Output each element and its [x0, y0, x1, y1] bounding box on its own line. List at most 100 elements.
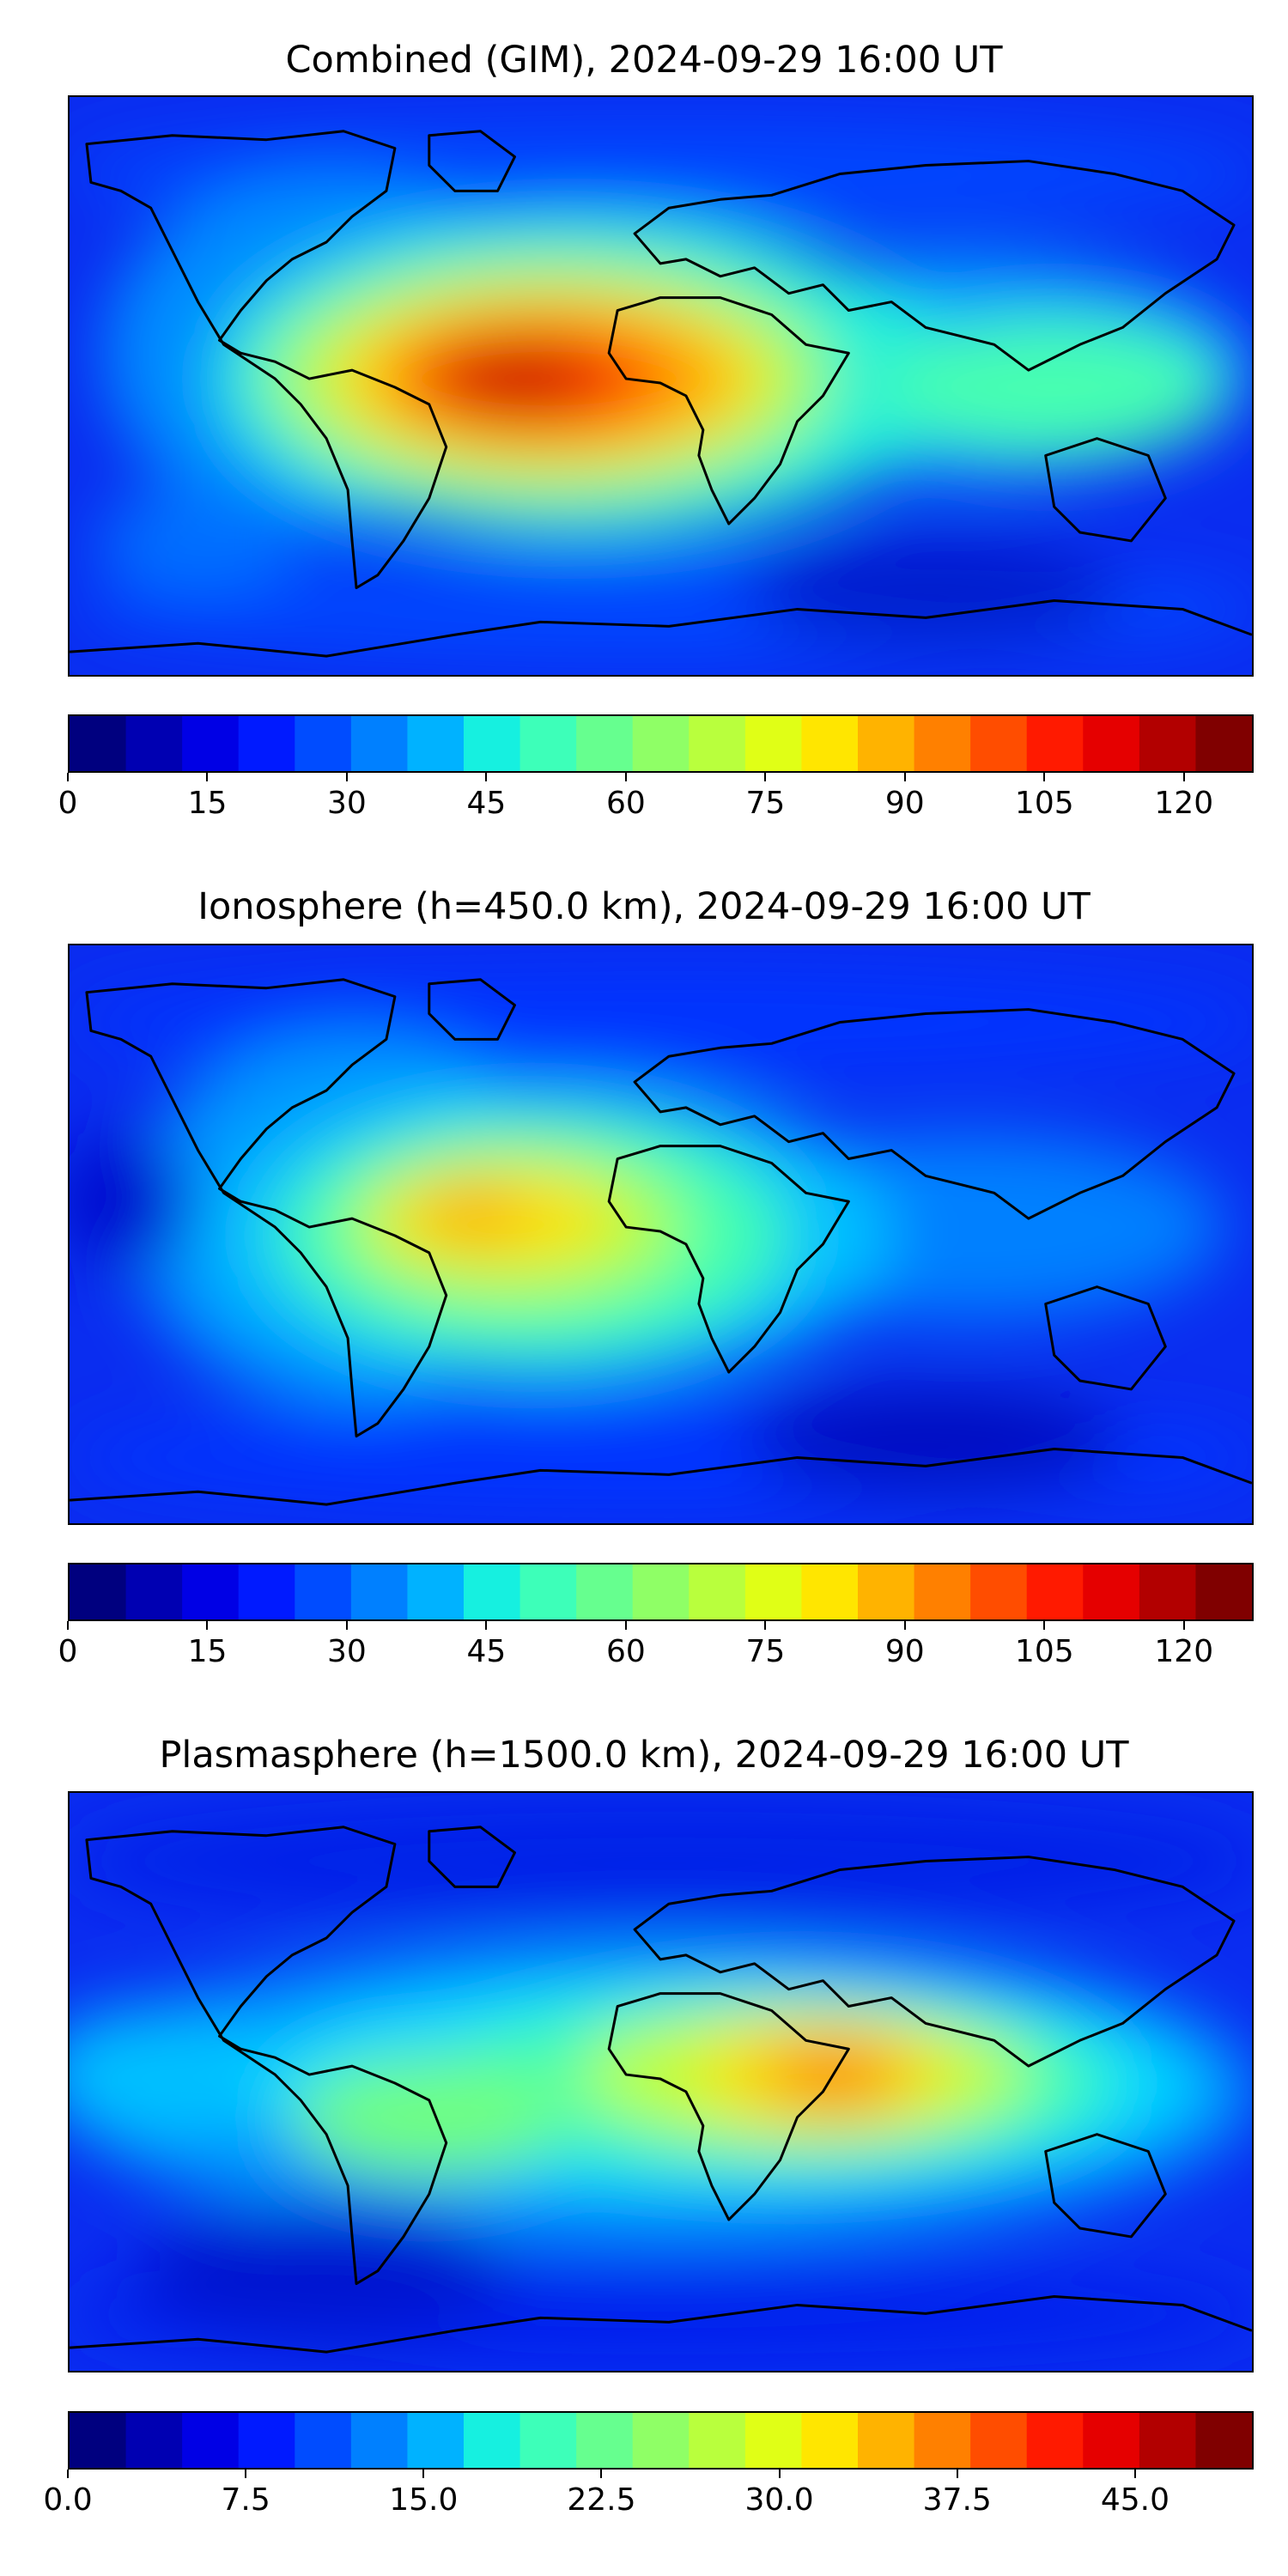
colorbar-bin	[801, 1564, 859, 1619]
colorbar-tick-label: 0	[58, 786, 78, 821]
tec-field	[70, 122, 1252, 661]
colorbar-bin	[1139, 2413, 1197, 2468]
colorbar-bin	[1139, 1564, 1197, 1619]
colorbar-bin	[182, 716, 240, 771]
colorbar-svg	[70, 2413, 1252, 2468]
colorbar-bin	[1026, 716, 1084, 771]
colorbar-tick	[624, 1621, 627, 1630]
colorbar-tick-label: 30.0	[744, 2482, 814, 2518]
colorbar-bin	[464, 716, 521, 771]
colorbar-bin	[970, 716, 1028, 771]
colorbar-tick	[345, 1621, 348, 1630]
colorbar-bin	[1195, 1564, 1252, 1619]
colorbar-bin	[70, 1564, 127, 1619]
colorbar-tick	[1182, 773, 1185, 781]
colorbar-svg	[70, 1564, 1252, 1619]
coastlines	[70, 1826, 1252, 2354]
panel-title: Combined (GIM), 2024-09-29 16:00 UT	[285, 39, 1003, 82]
colorbar-tick-label: 15	[187, 786, 228, 821]
colorbar-bin	[858, 1564, 915, 1619]
tec-map-combined	[68, 95, 1254, 677]
colorbar-tick-label: 45.0	[1100, 2482, 1170, 2518]
colorbar-tick-label: 90	[884, 1634, 925, 1669]
colorbar-bin	[182, 2413, 240, 2468]
colorbar-bin	[238, 2413, 295, 2468]
colorbar-bin	[914, 1564, 971, 1619]
colorbar-tick-label: 75	[745, 1634, 786, 1669]
colorbar-bin	[744, 716, 803, 771]
colorbar-bin	[1195, 716, 1252, 771]
colorbar-ticks: 0 15 30 45 60 75 90 105 120	[58, 1621, 1254, 1673]
colorbar-tick-label: 60	[605, 1634, 646, 1669]
colorbar-bin	[914, 2413, 971, 2468]
colorbar-bin	[125, 1564, 183, 1619]
colorbar-bin	[632, 1564, 690, 1619]
colorbar-bin	[464, 1564, 521, 1619]
colorbar-bin	[1195, 2413, 1252, 2468]
colorbar-bin	[1026, 2413, 1084, 2468]
colorbar-tick	[600, 2470, 603, 2478]
colorbar-bin	[744, 1564, 803, 1619]
colorbar-tick	[624, 773, 627, 781]
colorbar-bin	[295, 716, 352, 771]
coastlines	[70, 978, 1252, 1506]
colorbar-tick	[67, 2470, 69, 2478]
colorbar-bin	[407, 1564, 465, 1619]
colorbar-bin	[407, 716, 465, 771]
map-canvas	[70, 97, 1252, 675]
colorbar-tick-label: 45	[466, 786, 507, 821]
colorbar-tick	[764, 773, 767, 781]
colorbar-bin	[689, 1564, 746, 1619]
colorbar-tick-label: 15.0	[389, 2482, 459, 2518]
colorbar-bin	[858, 2413, 915, 2468]
tec-field	[70, 970, 1252, 1510]
colorbar-tick	[1182, 1621, 1185, 1630]
colorbar-tick	[1133, 2470, 1136, 2478]
colorbar-bin	[744, 2413, 803, 2468]
colorbar-tick	[67, 1621, 69, 1630]
colorbar-tick	[206, 773, 209, 781]
colorbar-tick	[206, 1621, 209, 1630]
colorbar-tick	[67, 773, 69, 781]
colorbar-tick-label: 7.5	[221, 2482, 270, 2518]
colorbar-bin	[1026, 1564, 1084, 1619]
colorbar-bin	[70, 716, 127, 771]
colorbar-bin	[1083, 716, 1140, 771]
colorbar-tick	[1043, 773, 1046, 781]
colorbar-tick-label: 75	[745, 786, 786, 821]
colorbar-bin	[238, 716, 295, 771]
colorbar-ticks: 0 15 30 45 60 75 90 105 120	[58, 773, 1254, 824]
colorbar-bin	[801, 716, 859, 771]
colorbar-bin	[182, 1564, 240, 1619]
colorbar-bin	[125, 716, 183, 771]
colorbar-bin	[632, 2413, 690, 2468]
colorbar-bin	[350, 2413, 409, 2468]
map-canvas	[70, 945, 1252, 1523]
colorbar-bin	[1139, 716, 1197, 771]
colorbar-tick	[1043, 1621, 1046, 1630]
tec-map-plasmasphere	[68, 1791, 1254, 2372]
colorbar-tick-label: 30	[327, 786, 367, 821]
colorbar-bin	[519, 2413, 577, 2468]
colorbar-bin	[576, 2413, 634, 2468]
colorbar-bin	[576, 716, 634, 771]
colorbar-tick	[345, 773, 348, 781]
colorbar-bin	[519, 1564, 577, 1619]
colorbar-tick	[485, 1621, 488, 1630]
colorbar-bin	[295, 1564, 352, 1619]
colorbar-bin	[295, 2413, 352, 2468]
colorbar-tick-label: 120	[1154, 786, 1214, 821]
colorbar-bin	[350, 716, 409, 771]
colorbar-tick	[245, 2470, 247, 2478]
tec-map-ionosphere	[68, 944, 1254, 1525]
colorbar	[68, 2411, 1254, 2470]
colorbar-tick-label: 30	[327, 1634, 367, 1669]
colorbar-tick	[485, 773, 488, 781]
colorbar-bin	[519, 716, 577, 771]
colorbar-tick-label: 90	[884, 786, 925, 821]
colorbar-ticks: 0.0 7.5 15.0 22.5 30.0 37.5 45.0	[43, 2470, 1254, 2521]
colorbar-bin	[576, 1564, 634, 1619]
panel-title: Plasmasphere (h=1500.0 km), 2024-09-29 1…	[159, 1734, 1129, 1777]
tec-field	[70, 1801, 1252, 2366]
coastlines	[70, 130, 1252, 658]
